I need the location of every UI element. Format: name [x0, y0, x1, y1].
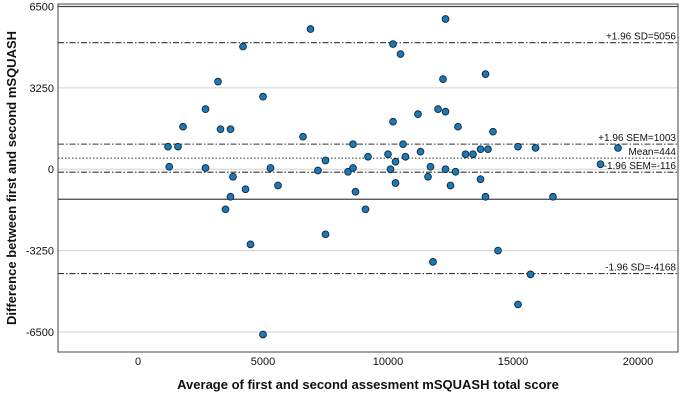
y-axis-title: Difference between first and second mSQU…	[4, 31, 19, 325]
reference-labels: +1.96 SD=5056 +1.96 SEM=1003 Mean=444 -1.96…	[598, 32, 676, 274]
data-point	[441, 165, 450, 174]
lower-loa-label: -1.96 SD=-4168	[605, 263, 676, 274]
data-point	[164, 142, 172, 151]
data-point	[469, 150, 477, 159]
y-tick-label: -3250	[26, 246, 54, 258]
data-point	[549, 192, 557, 201]
data-point	[226, 125, 235, 134]
data-point	[514, 142, 522, 151]
y-tick-label: 3250	[30, 83, 54, 95]
data-point	[391, 179, 400, 187]
plot-frame	[57, 3, 679, 353]
data-point	[476, 175, 485, 184]
data-point	[364, 152, 372, 161]
data-point	[216, 125, 225, 134]
data-point	[389, 117, 397, 126]
y-tick-label: -6500	[26, 327, 54, 339]
mean-label: Mean=444	[628, 147, 676, 158]
data-points	[164, 15, 622, 339]
data-point	[384, 150, 392, 159]
data-point	[454, 122, 462, 131]
data-point	[299, 132, 307, 141]
data-point	[441, 15, 450, 23]
data-point	[226, 192, 235, 201]
data-point	[614, 144, 622, 152]
y-axis-ticks: 6500 3250 0 -3250 -6500	[26, 2, 54, 339]
y-tick-label: 6500	[30, 2, 54, 14]
data-point	[201, 164, 210, 172]
x-tick-label: 20000	[623, 356, 654, 368]
data-point	[481, 70, 490, 78]
data-point	[266, 164, 275, 172]
data-point	[349, 140, 357, 149]
reference-lines	[58, 5, 678, 275]
data-point	[274, 181, 282, 190]
data-point	[239, 42, 247, 51]
data-point	[386, 165, 395, 174]
data-point	[399, 140, 407, 149]
data-point	[391, 157, 400, 166]
data-point	[424, 172, 432, 181]
data-point	[481, 192, 490, 201]
data-point	[596, 160, 605, 169]
data-point	[321, 156, 330, 165]
data-point	[476, 145, 485, 154]
data-point	[221, 205, 230, 214]
x-tick-label: 10000	[373, 356, 404, 368]
data-point	[259, 330, 267, 339]
data-point	[494, 246, 502, 255]
data-point	[229, 172, 237, 181]
data-point	[165, 162, 174, 171]
x-tick-label: 15000	[498, 356, 529, 368]
data-point	[314, 166, 322, 175]
data-point	[349, 164, 357, 172]
y-tick-label: 0	[48, 164, 54, 176]
data-point	[306, 25, 315, 33]
data-point	[434, 105, 442, 114]
lower-sem-label: -1.96 SEM=-116	[604, 161, 677, 172]
upper-loa-label: +1.96 SD=5056	[606, 32, 676, 43]
data-point	[531, 144, 540, 152]
data-point	[401, 152, 410, 161]
data-point	[351, 187, 360, 196]
data-point	[484, 145, 492, 154]
data-point	[441, 107, 450, 116]
data-point	[396, 50, 405, 58]
data-point	[416, 147, 425, 156]
data-point	[526, 270, 535, 279]
data-point	[439, 75, 447, 83]
data-point	[451, 167, 460, 176]
data-point	[174, 142, 182, 151]
x-tick-label: 0	[135, 356, 141, 368]
data-point	[241, 185, 250, 194]
data-point	[389, 40, 397, 48]
data-point	[361, 205, 370, 214]
data-point	[429, 258, 437, 266]
data-point	[446, 181, 455, 190]
data-point	[214, 77, 222, 86]
data-point	[259, 92, 267, 101]
data-point	[426, 162, 435, 171]
data-point	[179, 122, 187, 131]
x-axis-ticks: 0 5000 10000 15000 20000	[135, 356, 653, 368]
data-point	[321, 230, 330, 239]
data-point	[201, 105, 210, 114]
data-point	[344, 167, 352, 176]
data-point	[514, 300, 522, 309]
x-tick-label: 5000	[251, 356, 275, 368]
upper-sem-label: +1.96 SEM=1003	[598, 133, 676, 144]
data-point	[489, 127, 497, 136]
data-point	[461, 150, 470, 159]
data-point	[414, 110, 422, 119]
data-point	[246, 240, 255, 249]
x-axis-title: Average of first and second assesment mS…	[177, 377, 559, 392]
